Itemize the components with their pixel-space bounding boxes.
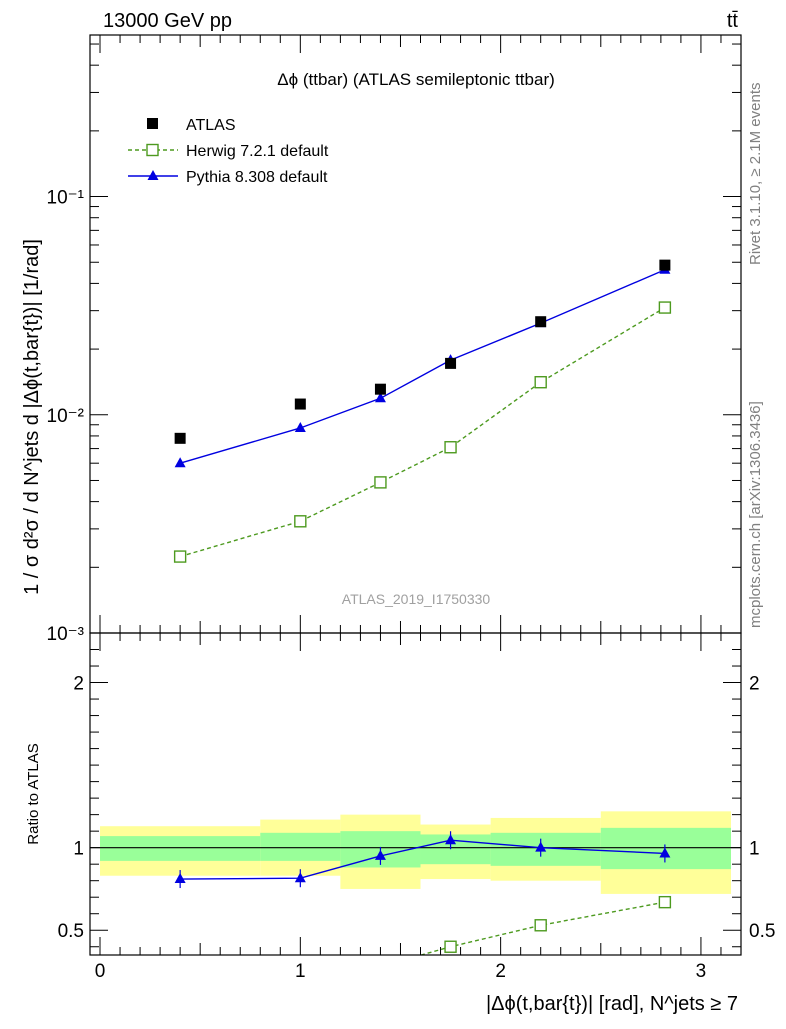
ratio-plot-area: 0 1 2 3 0.5 0.5 1 1 2 2 xyxy=(58,633,775,982)
legend: ATLAS Herwig 7.2.1 default Pythia 8.308 … xyxy=(128,117,329,186)
main-y-tick-label: 10⁻² xyxy=(47,406,85,427)
ratio-pythia-point xyxy=(174,873,186,884)
x-tick-label: 0 xyxy=(95,961,106,982)
ratio-herwig-line xyxy=(418,901,666,955)
legend-pythia-label: Pythia 8.308 default xyxy=(186,169,328,186)
herwig-point xyxy=(173,550,187,563)
x-tick-label: 1 xyxy=(295,961,306,982)
ratio-y-tick-label: 1 xyxy=(73,839,84,860)
legend-herwig-marker xyxy=(146,143,159,157)
pythia-line xyxy=(179,269,666,464)
ratio-panel-frame xyxy=(89,632,742,956)
energy-label: 13000 GeV pp xyxy=(103,10,232,32)
atlas-point xyxy=(294,398,306,410)
rivet-label: Rivet 3.1.10, ≥ 2.1M events xyxy=(747,83,764,266)
atlas-point xyxy=(659,259,671,271)
ratio-series-group xyxy=(174,831,672,955)
ratio-y-tick-label-right: 0.5 xyxy=(749,921,775,942)
mcplots-label: mcplots.cern.ch [arXiv:1306.3436] xyxy=(747,401,764,628)
herwig-point xyxy=(444,441,457,454)
ratio-band-inner xyxy=(260,832,341,861)
atlas-point xyxy=(445,357,457,369)
ratio-y-tick-label: 2 xyxy=(73,674,84,695)
ratio-panel: 0 1 2 3 0.5 0.5 1 1 2 2 Ratio to ATLAS |Δϕ(t,bar{… xyxy=(25,632,775,1015)
ratio-y-tick-label-right: 1 xyxy=(749,839,760,860)
ratio-pythia-line xyxy=(180,839,665,880)
legend-atlas-label: ATLAS xyxy=(186,117,236,134)
x-axis-title: |Δϕ(t,bar{t})| [rad], N^jets ≥ 7 xyxy=(486,993,738,1015)
main-y-axis-title: 1 / σ d²σ / d N^jets d |Δϕ(t,bar{t})| [1… xyxy=(21,239,43,595)
ratio-y-tick-label: 0.5 xyxy=(58,921,84,942)
pythia-point xyxy=(374,392,386,403)
ratio-y-axis-title: Ratio to ATLAS xyxy=(25,743,42,844)
ratio-y-tick-label-right: 2 xyxy=(749,674,760,695)
process-label: tt̄ xyxy=(727,10,739,32)
ratio-pythia-point xyxy=(374,849,386,860)
ratio-herwig-point xyxy=(658,895,672,909)
atlas-point xyxy=(374,383,386,395)
ratio-band-inner xyxy=(100,836,261,861)
legend-atlas-marker xyxy=(147,118,158,129)
pythia-point xyxy=(174,457,186,468)
main-title: Δϕ (ttbar) (ATLAS semileptonic ttbar) xyxy=(277,70,555,89)
main-plot-area: 10⁻³ 10⁻² 10⁻¹ xyxy=(47,35,742,645)
ratio-band-inner xyxy=(420,834,491,865)
ratio-band-inner xyxy=(600,827,731,870)
ratio-pythia-point xyxy=(535,841,547,852)
herwig-point xyxy=(294,515,307,528)
ratio-herwig-point xyxy=(444,940,457,953)
x-tick-label: 2 xyxy=(495,961,506,982)
herwig-point xyxy=(374,476,387,489)
analysis-watermark: ATLAS_2019_I1750330 xyxy=(342,591,491,607)
pythia-point xyxy=(294,421,306,432)
main-y-tick-label: 10⁻¹ xyxy=(47,188,85,209)
herwig-line xyxy=(179,306,666,558)
main-y-tick-label: 10⁻³ xyxy=(47,624,85,645)
ratio-pythia-point xyxy=(659,847,671,858)
atlas-point xyxy=(535,316,547,328)
legend-pythia-marker xyxy=(147,170,159,180)
herwig-point xyxy=(534,376,547,389)
atlas-point xyxy=(174,432,186,444)
herwig-point xyxy=(658,301,672,314)
x-tick-label: 3 xyxy=(696,961,707,982)
ratio-pythia-point xyxy=(294,872,306,883)
ratio-herwig-point xyxy=(534,919,547,932)
legend-herwig-label: Herwig 7.2.1 default xyxy=(186,143,329,160)
ratio-pythia-point xyxy=(445,834,457,845)
